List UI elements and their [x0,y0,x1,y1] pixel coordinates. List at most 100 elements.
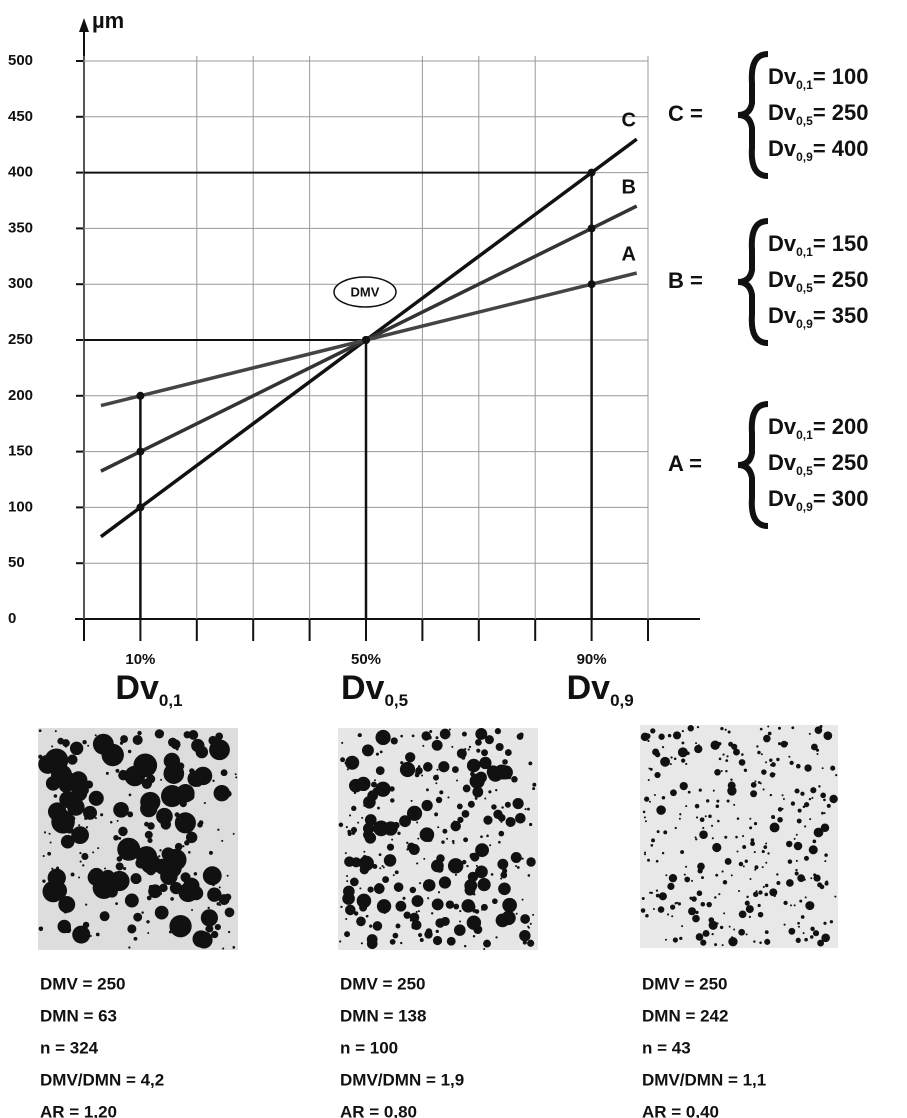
droplet [421,731,431,741]
droplet [502,759,508,765]
droplet [758,890,763,895]
droplet [353,911,359,916]
droplet [193,872,198,876]
droplet [679,813,682,816]
droplet [346,768,349,771]
droplet [361,816,364,819]
droplet [367,790,379,801]
droplet [681,729,684,733]
droplet [753,940,756,943]
droplet [144,821,149,827]
droplet [365,783,370,788]
droplet [812,930,820,937]
droplet [163,752,181,770]
brace [737,218,769,346]
droplet [520,914,530,924]
droplet [649,767,653,771]
droplet [699,817,705,823]
droplet [497,858,509,870]
droplet [694,803,700,809]
droplet [795,833,798,836]
droplet [672,937,678,943]
droplet [461,859,467,865]
droplet [435,782,438,785]
droplet [661,746,665,749]
droplet [371,781,377,788]
droplet [733,803,736,806]
droplet [392,799,395,803]
droplet [400,761,404,765]
summary-main: Dv [768,450,797,475]
droplet [182,845,185,848]
droplet [532,913,535,916]
droplet [750,782,757,788]
droplet [725,770,728,773]
droplet [472,786,484,798]
droplet [394,870,399,875]
droplet [140,853,161,874]
droplet [716,799,720,803]
droplet [650,844,654,847]
droplet [812,839,817,844]
droplet [372,921,383,931]
droplet [794,788,800,794]
droplet [453,903,460,910]
droplet [447,796,450,799]
droplet [656,805,666,815]
droplet [381,865,384,868]
droplet [451,745,454,748]
droplet [100,813,104,817]
droplet [475,865,488,879]
droplet [116,819,119,822]
droplet [419,938,424,942]
summary-sub: 0,9 [796,500,813,514]
droplet [376,899,392,914]
droplet [644,820,647,823]
droplet [529,822,533,827]
droplet [345,904,356,916]
point [136,391,145,400]
droplet [140,791,161,813]
droplet [431,859,444,873]
summary-text: = 400 [813,136,869,161]
series-label: B [621,176,635,198]
droplet [674,902,677,905]
summary-sub: 0,1 [796,78,813,92]
droplet [749,826,753,830]
droplet [115,862,124,871]
droplet [835,774,838,777]
droplet [702,826,705,830]
droplet [795,868,798,872]
droplet [786,879,794,887]
droplet [423,857,426,860]
droplet [684,876,691,883]
droplet [655,893,660,898]
summary-main: Dv [768,303,797,328]
droplet [823,731,833,741]
droplet [60,834,75,849]
droplet [643,816,646,819]
droplet [468,745,472,749]
droplet [419,827,435,843]
droplet [340,905,343,909]
droplet [235,776,238,779]
droplet [377,883,380,886]
droplet [764,892,769,897]
summary-row: Dv0,9= 350 [768,303,868,331]
droplet [346,880,349,883]
droplet [522,940,527,945]
droplet [416,821,419,824]
droplet [672,731,682,740]
droplet [754,865,759,870]
droplet [745,905,754,914]
droplet [213,784,231,802]
droplet [700,901,706,907]
droplet [738,910,747,919]
droplet [165,849,179,863]
droplet [447,858,464,874]
droplet [494,728,502,735]
annotation-ellipse [333,276,397,308]
line-extension [99,505,142,539]
droplet [435,736,439,740]
droplet [417,765,421,768]
